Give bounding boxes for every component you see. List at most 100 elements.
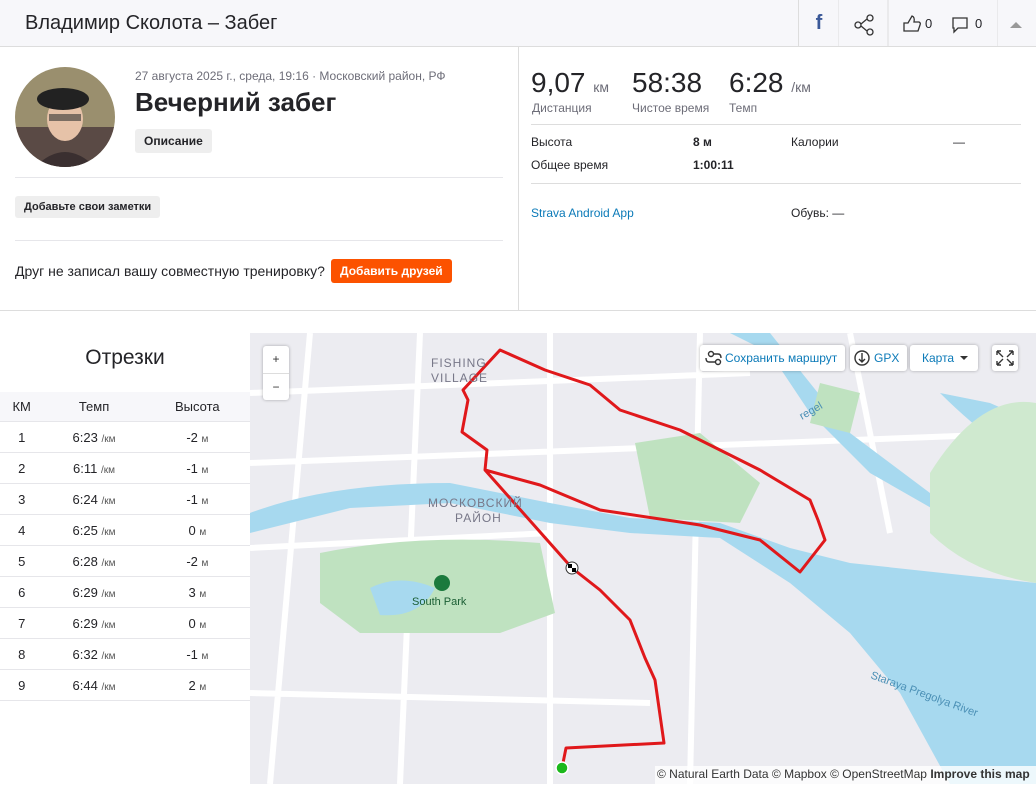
pace-value: 6:28 [72, 553, 98, 569]
pace: 6:24 /км [43, 483, 145, 515]
km: 9 [0, 669, 44, 701]
title: Владимир Сколота – Забег [25, 12, 278, 34]
split-row: 4 6:25 /км 0 м [0, 514, 250, 546]
elev-unit: м [201, 464, 209, 476]
summary: 27 августа 2025 г., среда, 19:16 · Моско… [0, 47, 1036, 311]
unit: /км [791, 79, 811, 95]
sep [531, 124, 1021, 125]
pace: 6:28 /км [43, 545, 145, 577]
sep [15, 177, 503, 178]
elapsed-value: 1:00:11 [693, 158, 734, 172]
elev-unit: м [199, 619, 207, 631]
pace-unit: /км [101, 619, 116, 631]
device[interactable]: Strava Android App [531, 206, 634, 220]
likes[interactable]: 0 [925, 16, 933, 31]
split-row: 1 6:23 /км -2 м [0, 421, 250, 453]
fullscreen[interactable] [992, 345, 1018, 371]
pace-unit: /км [101, 681, 116, 693]
elevation: -1 м [144, 483, 250, 515]
elev-value: 8 м [693, 135, 712, 149]
improve-map[interactable]: Improve this map [930, 767, 1030, 781]
map-label: РАЙОН [455, 510, 502, 525]
elev-label: Высота [531, 135, 573, 149]
map-label: FISHING [431, 356, 487, 370]
pace: 6:11 /км [43, 452, 145, 484]
notes-button[interactable]: Добавьте свои заметки [15, 196, 161, 218]
meta: 27 августа 2025 г., среда, 19:16 · Моско… [135, 69, 446, 83]
pace-unit: /км [101, 433, 116, 445]
label: Темп [729, 101, 758, 115]
pace-value: 6:29 [72, 584, 98, 600]
pace: 6:29 /км [43, 576, 145, 608]
elev-value: -2 [186, 429, 198, 445]
elevation: -1 м [144, 638, 250, 670]
header-row: КМ Темп Высота [0, 392, 250, 422]
label: Чистое время [632, 101, 710, 115]
pace: 6:23 /км [43, 421, 145, 453]
map-label: МОСКОВСКИЙ [428, 495, 523, 510]
pace-value: 6:32 [72, 646, 98, 662]
facebook-share[interactable]: f [798, 0, 839, 46]
attribution: © Natural Earth Data © Mapbox © OpenStre… [657, 767, 1030, 781]
pace-value: 6:29 [72, 615, 98, 631]
pace-unit: /км [101, 526, 116, 538]
elev-value: 2 [188, 677, 196, 693]
splits: Отрезки КМ Темп Высота 1 6:23 /км -2 м 2 6:11 /… [0, 333, 251, 784]
header: Владимир Сколота – Забег f 0 0 [0, 0, 1036, 47]
shoes: Обувь: — [791, 206, 845, 220]
add-friends[interactable]: Добавить друзей [331, 259, 452, 283]
pace-value: 6:24 [72, 491, 98, 507]
elev-unit: м [201, 495, 209, 507]
map-type[interactable]: Карта [910, 345, 979, 371]
km: 5 [0, 545, 44, 577]
split-row: 7 6:29 /км 0 м [0, 607, 250, 639]
elevation: 0 м [144, 607, 250, 639]
km: 1 [0, 421, 44, 453]
map[interactable]: FISHING VILLAGE МОСКОВСКИЙ РАЙОН South P… [250, 333, 1036, 784]
km: 6 [0, 576, 44, 608]
zoom-out[interactable]: − [272, 380, 280, 394]
split-row: 9 6:44 /км 2 м [0, 669, 250, 701]
collapse[interactable] [1000, 0, 1036, 46]
elev-value: 0 [188, 615, 196, 631]
pace-value: 6:23 [72, 429, 98, 445]
elevation: 0 м [144, 514, 250, 546]
elev-unit: м [201, 650, 209, 662]
cal-value: — [953, 135, 965, 149]
description-button[interactable]: Описание [135, 129, 212, 153]
elevation: -1 м [144, 452, 250, 484]
elevation: -2 м [144, 421, 250, 453]
pace: 6:29 /км [43, 607, 145, 639]
comments[interactable]: 0 [975, 16, 983, 31]
value: 9,07 [531, 67, 586, 98]
split-row: 8 6:32 /км -1 м [0, 638, 250, 670]
km: 3 [0, 483, 44, 515]
cal-label: Калории [791, 135, 839, 149]
km: 4 [0, 514, 44, 546]
pace-value: 6:44 [72, 677, 98, 693]
elev-unit: м [199, 588, 207, 600]
save-route[interactable]: Сохранить маршрут [700, 345, 846, 371]
label: Дистанция [532, 101, 592, 115]
pace-unit: /км [101, 495, 116, 507]
elev-unit: м [201, 433, 209, 445]
split-row: 2 6:11 /км -1 м [0, 452, 250, 484]
pace: 6:28 /км [729, 67, 811, 99]
sep [531, 183, 1021, 184]
header-icons [838, 0, 998, 46]
split-row: 3 6:24 /км -1 м [0, 483, 250, 515]
pace-unit: /км [101, 557, 116, 569]
elev-value: -1 [186, 646, 198, 662]
zoom-in[interactable]: + [263, 346, 289, 374]
map-label: South Park [412, 596, 467, 608]
elevation: -2 м [144, 545, 250, 577]
pace-value: 6:11 [73, 460, 98, 476]
pace: 6:25 /км [43, 514, 145, 546]
value: 6:28 [729, 67, 784, 98]
distance: 9,07 км [531, 67, 609, 99]
elev-unit: м [201, 557, 209, 569]
gpx[interactable]: GPX [850, 345, 908, 371]
km: 8 [0, 638, 44, 670]
elev-value: -1 [186, 460, 198, 476]
